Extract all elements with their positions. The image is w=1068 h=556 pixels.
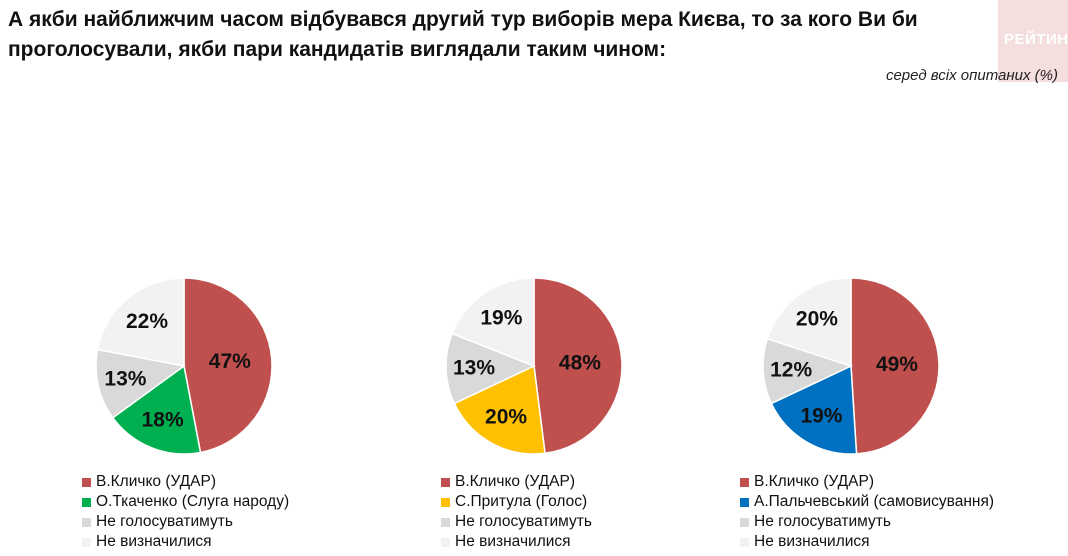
legend-label: Не визначилися bbox=[96, 533, 212, 550]
legend-item: Не визначилися bbox=[441, 532, 592, 552]
legend-item: Не голосуватимуть bbox=[441, 512, 592, 532]
pie-chart-klitschko-palchevsky: 49% 19% 12% 20% bbox=[680, 270, 1020, 556]
legend-swatch bbox=[740, 537, 749, 547]
chart-legend: В.Кличко (УДАР) С.Притула (Голос) Не голос… bbox=[441, 472, 592, 552]
pie-chart-klitschko-prytula: 48% 20% 13% 19% bbox=[360, 270, 700, 556]
legend-label: В.Кличко (УДАР) bbox=[96, 473, 216, 490]
legend-swatch bbox=[740, 477, 749, 487]
slice-percent-label: 22% bbox=[126, 310, 168, 333]
legend-label: Не голосуватимуть bbox=[455, 513, 592, 530]
legend-item: Не голосуватимуть bbox=[82, 512, 289, 532]
pie-slice bbox=[111, 364, 202, 455]
legend-item: О.Ткаченко (Слуга народу) bbox=[82, 492, 289, 512]
chart-legend: В.Кличко (УДАР) О.Ткаченко (Слуга народу)… bbox=[82, 472, 289, 552]
legend-item: В.Кличко (УДАР) bbox=[441, 472, 592, 492]
slice-percent-label: 18% bbox=[142, 408, 184, 431]
legend-item: В.Кличко (УДАР) bbox=[740, 472, 994, 492]
legend-label: С.Притула (Голос) bbox=[455, 493, 588, 510]
legend-label: В.Кличко (УДАР) bbox=[754, 473, 874, 490]
pie-chart-svg: 49% 19% 12% 20% bbox=[762, 277, 940, 455]
legend-swatch bbox=[441, 477, 450, 487]
slice-percent-label: 49% bbox=[876, 353, 918, 376]
pie-slice bbox=[96, 277, 185, 367]
pie-chart-svg: 48% 20% 13% 19% bbox=[445, 277, 623, 455]
slice-percent-label: 19% bbox=[800, 404, 842, 427]
legend-item: Не визначилися bbox=[82, 532, 289, 552]
pie-slice bbox=[183, 277, 273, 454]
legend-label: В.Кличко (УДАР) bbox=[455, 473, 575, 490]
slice-percent-label: 20% bbox=[485, 405, 527, 428]
slice-percent-label: 47% bbox=[209, 350, 251, 373]
legend-swatch bbox=[441, 497, 450, 507]
logo-text: РЕЙТИНГ bbox=[1004, 31, 1068, 48]
pie-chart-svg: 47% 18% 13% 22% bbox=[95, 277, 273, 455]
legend-swatch bbox=[82, 497, 91, 507]
legend-swatch bbox=[82, 517, 91, 527]
pie-slice bbox=[850, 277, 940, 455]
chart-legend: В.Кличко (УДАР) А.Пальчевський (самовисув… bbox=[740, 472, 994, 552]
legend-label: А.Пальчевський (самовисування) bbox=[754, 493, 995, 510]
pie-slice bbox=[453, 364, 546, 455]
legend-item: А.Пальчевський (самовисування) bbox=[740, 492, 994, 512]
legend-item: С.Притула (Голос) bbox=[441, 492, 592, 512]
legend-label: Не голосуватимуть bbox=[96, 513, 233, 530]
legend-swatch bbox=[740, 497, 749, 507]
legend-item: В.Кличко (УДАР) bbox=[82, 472, 289, 492]
legend-label: Не визначилися bbox=[754, 533, 870, 550]
page-title: А якби найближчим часом відбувався други… bbox=[8, 8, 918, 61]
legend-item: Не визначилися bbox=[740, 532, 994, 552]
pie-slice bbox=[95, 348, 186, 419]
pie-slice bbox=[451, 277, 535, 368]
pie-slice bbox=[445, 332, 536, 405]
brand-logo: РЕЙТИНГ bbox=[998, 0, 1068, 82]
pie-slice bbox=[762, 337, 854, 405]
legend-swatch bbox=[82, 477, 91, 487]
legend-swatch bbox=[441, 537, 450, 547]
slice-percent-label: 19% bbox=[480, 307, 522, 330]
pie-slice bbox=[766, 277, 852, 368]
legend-label: Не голосуватимуть bbox=[754, 513, 891, 530]
pie-slice bbox=[533, 277, 623, 455]
pie-chart-klitschko-tkachenko: 47% 18% 13% 22% bbox=[10, 270, 350, 556]
legend-label: О.Ткаченко (Слуга народу) bbox=[96, 493, 290, 510]
slice-percent-label: 48% bbox=[559, 352, 601, 375]
legend-swatch bbox=[441, 517, 450, 527]
slice-percent-label: 12% bbox=[770, 358, 812, 381]
legend-label: Не визначилися bbox=[455, 533, 571, 550]
legend-swatch bbox=[82, 537, 91, 547]
slice-percent-label: 13% bbox=[453, 356, 495, 379]
slice-percent-label: 20% bbox=[796, 308, 838, 331]
legend-swatch bbox=[740, 517, 749, 527]
slice-percent-label: 13% bbox=[104, 368, 146, 391]
legend-item: Не голосуватимуть bbox=[740, 512, 994, 532]
chart-subtitle: серед всіх опитаних (%) bbox=[885, 67, 1058, 84]
pie-slice bbox=[770, 364, 858, 455]
